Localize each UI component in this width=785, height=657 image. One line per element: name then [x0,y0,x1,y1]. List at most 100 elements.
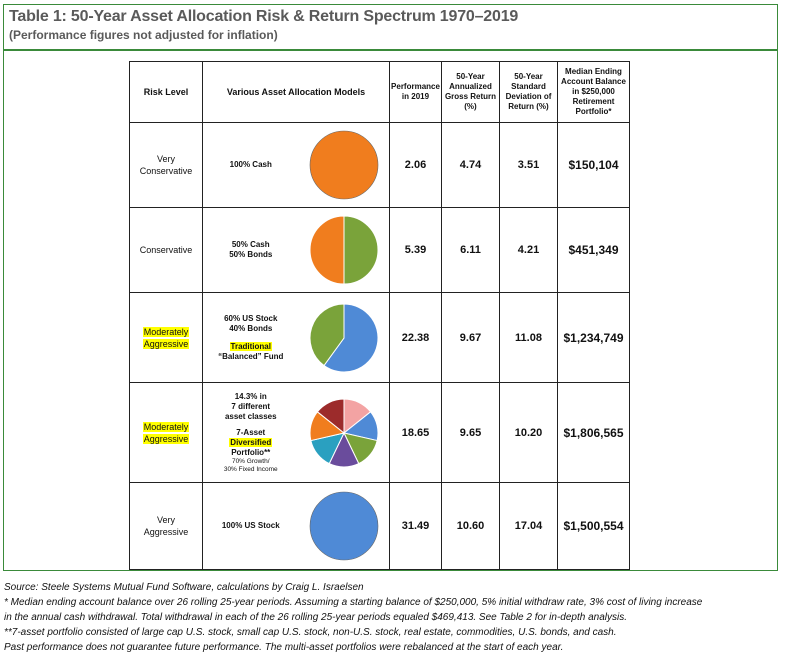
footnotes: Source: Steele Systems Mutual Fund Softw… [4,580,782,655]
model-text: 60% US Stock [224,313,278,323]
table-row: Conservative 50% Cash 50% Bonds 5.39 6.1… [129,207,630,293]
pie-cell [298,207,390,293]
table-row: Moderately Aggressive 60% US Stock 40% B… [129,292,630,383]
page-title: Table 1: 50-Year Asset Allocation Risk &… [9,8,519,25]
col-std-line: Return (%) [508,102,549,111]
model-cell: 100% Cash [202,122,299,208]
header-row: Risk Level Various Asset Allocation Mode… [129,61,630,123]
risk-level-cell: Very Aggressive [129,482,203,570]
pie-slice-bonds [343,215,379,285]
risk-level-cell: Very Conservative [129,122,203,208]
pie-100-stock [309,491,379,561]
model-highlight-text: Diversified [229,437,273,447]
col-bal-line: Portfolio* [575,107,612,116]
footnote: in the annual cash withdrawal. Total wit… [4,612,627,623]
col-performance: Performance in 2019 [389,61,442,123]
model-text: 40% Bonds [229,323,273,333]
risk-level-cell: Moderately Aggressive [129,292,203,383]
balance-cell: $1,806,565 [557,382,630,483]
col-bal-line: Account Balance [561,77,626,86]
col-gross-line: Annualized [449,82,492,91]
col-gross-return: 50-Year Annualized Gross Return (%) [441,61,500,123]
risk-level-cell: Conservative [129,207,203,293]
balance-cell: $1,500,554 [557,482,630,570]
balance-cell: $1,234,749 [557,292,630,383]
pie-slice-us-stock [309,491,379,561]
col-std-line: 50-Year [514,72,543,81]
model-text: asset classes [224,411,277,421]
col-bal-line: Median Ending [565,67,622,76]
col-std-line: Deviation of [505,92,552,101]
footnote: Past performance does not guarantee futu… [4,642,564,653]
std-cell: 3.51 [499,122,558,208]
gross-cell: 9.65 [441,382,500,483]
gross-cell: 9.67 [441,292,500,383]
col-gross-line: Gross Return [444,92,497,101]
table-row: Very Conservative 100% Cash 2.06 4.74 3.… [129,122,630,208]
risk-text: Aggressive [142,338,190,349]
pie-50-50 [309,215,379,285]
col-gross-line: 50-Year [456,72,485,81]
std-cell: 11.08 [499,292,558,383]
col-performance-line: Performance [391,82,440,91]
risk-text: Aggressive [142,433,190,444]
col-std-line: Standard [511,82,546,91]
footnote: * Median ending account balance over 26 … [4,597,703,608]
page-subtitle: (Performance figures not adjusted for in… [9,28,278,42]
col-std-dev: 50-Year Standard Deviation of Return (%) [499,61,558,123]
pie-7-asset [309,397,379,467]
model-cell: 14.3% in 7 different asset classes 7-Ass… [202,382,299,483]
std-cell: 4.21 [499,207,558,293]
perf-cell: 31.49 [389,482,442,570]
perf-cell: 2.06 [389,122,442,208]
model-small-text: 70% Growth/ [231,457,270,465]
model-text: “Balanced” Fund [218,351,284,361]
model-text: 100% US Stock [221,521,280,530]
balance-cell: $150,104 [557,122,630,208]
risk-text-wrap: Aggressive [130,433,202,445]
source-note: Source: Steele Systems Mutual Fund Softw… [4,582,364,593]
model-cell: 50% Cash 50% Bonds [202,207,299,293]
balance-cell: $451,349 [557,207,630,293]
allocation-table: Risk Level Various Asset Allocation Mode… [129,61,630,570]
model-text: 50% Cash [231,240,270,249]
pie-cell [298,292,390,383]
risk-text-wrap: Moderately [130,421,202,433]
pie-slice-cash [309,130,379,200]
risk-text-wrap: Moderately [130,326,202,338]
risk-text: Moderately [142,326,190,337]
pie-cell [298,482,390,570]
pie-cell [298,122,390,208]
model-cell: 100% US Stock [202,482,299,570]
gross-cell: 4.74 [441,122,500,208]
perf-cell: 5.39 [389,207,442,293]
pie-slice-bonds [309,302,345,366]
model-spacer [203,334,299,342]
footnote: **7-asset portfolio consisted of large c… [4,627,617,638]
table-row: Very Aggressive 100% US Stock 31.49 10.6… [129,482,630,570]
model-small-text: 30% Fixed Income [223,465,278,473]
model-text: 14.3% in [234,391,267,401]
model-text: Portfolio** [231,447,271,457]
col-risk-level: Risk Level [129,61,203,123]
risk-level-cell: Moderately Aggressive [129,382,203,483]
model-text: 7 different [231,401,271,411]
col-gross-line: (%) [464,102,477,111]
std-cell: 10.20 [499,382,558,483]
col-ending-balance: Median Ending Account Balance in $250,00… [557,61,630,123]
risk-text-wrap: Aggressive [130,338,202,350]
risk-text: Conservative [139,245,193,255]
gross-cell: 6.11 [441,207,500,293]
std-cell: 17.04 [499,482,558,570]
table-frame: Table 1: 50-Year Asset Allocation Risk &… [3,4,778,571]
model-text: 100% Cash [229,160,272,169]
perf-cell: 22.38 [389,292,442,383]
pie-cell [298,382,390,483]
gross-cell: 10.60 [441,482,500,570]
model-hl-wrap: Diversified [203,437,299,448]
pie-slice-asset [316,397,345,434]
risk-text: Moderately [142,421,190,432]
pie-slice-us-stock [323,302,379,372]
col-bal-line: Retirement [572,97,615,106]
model-highlight-text: Traditional [229,341,272,351]
